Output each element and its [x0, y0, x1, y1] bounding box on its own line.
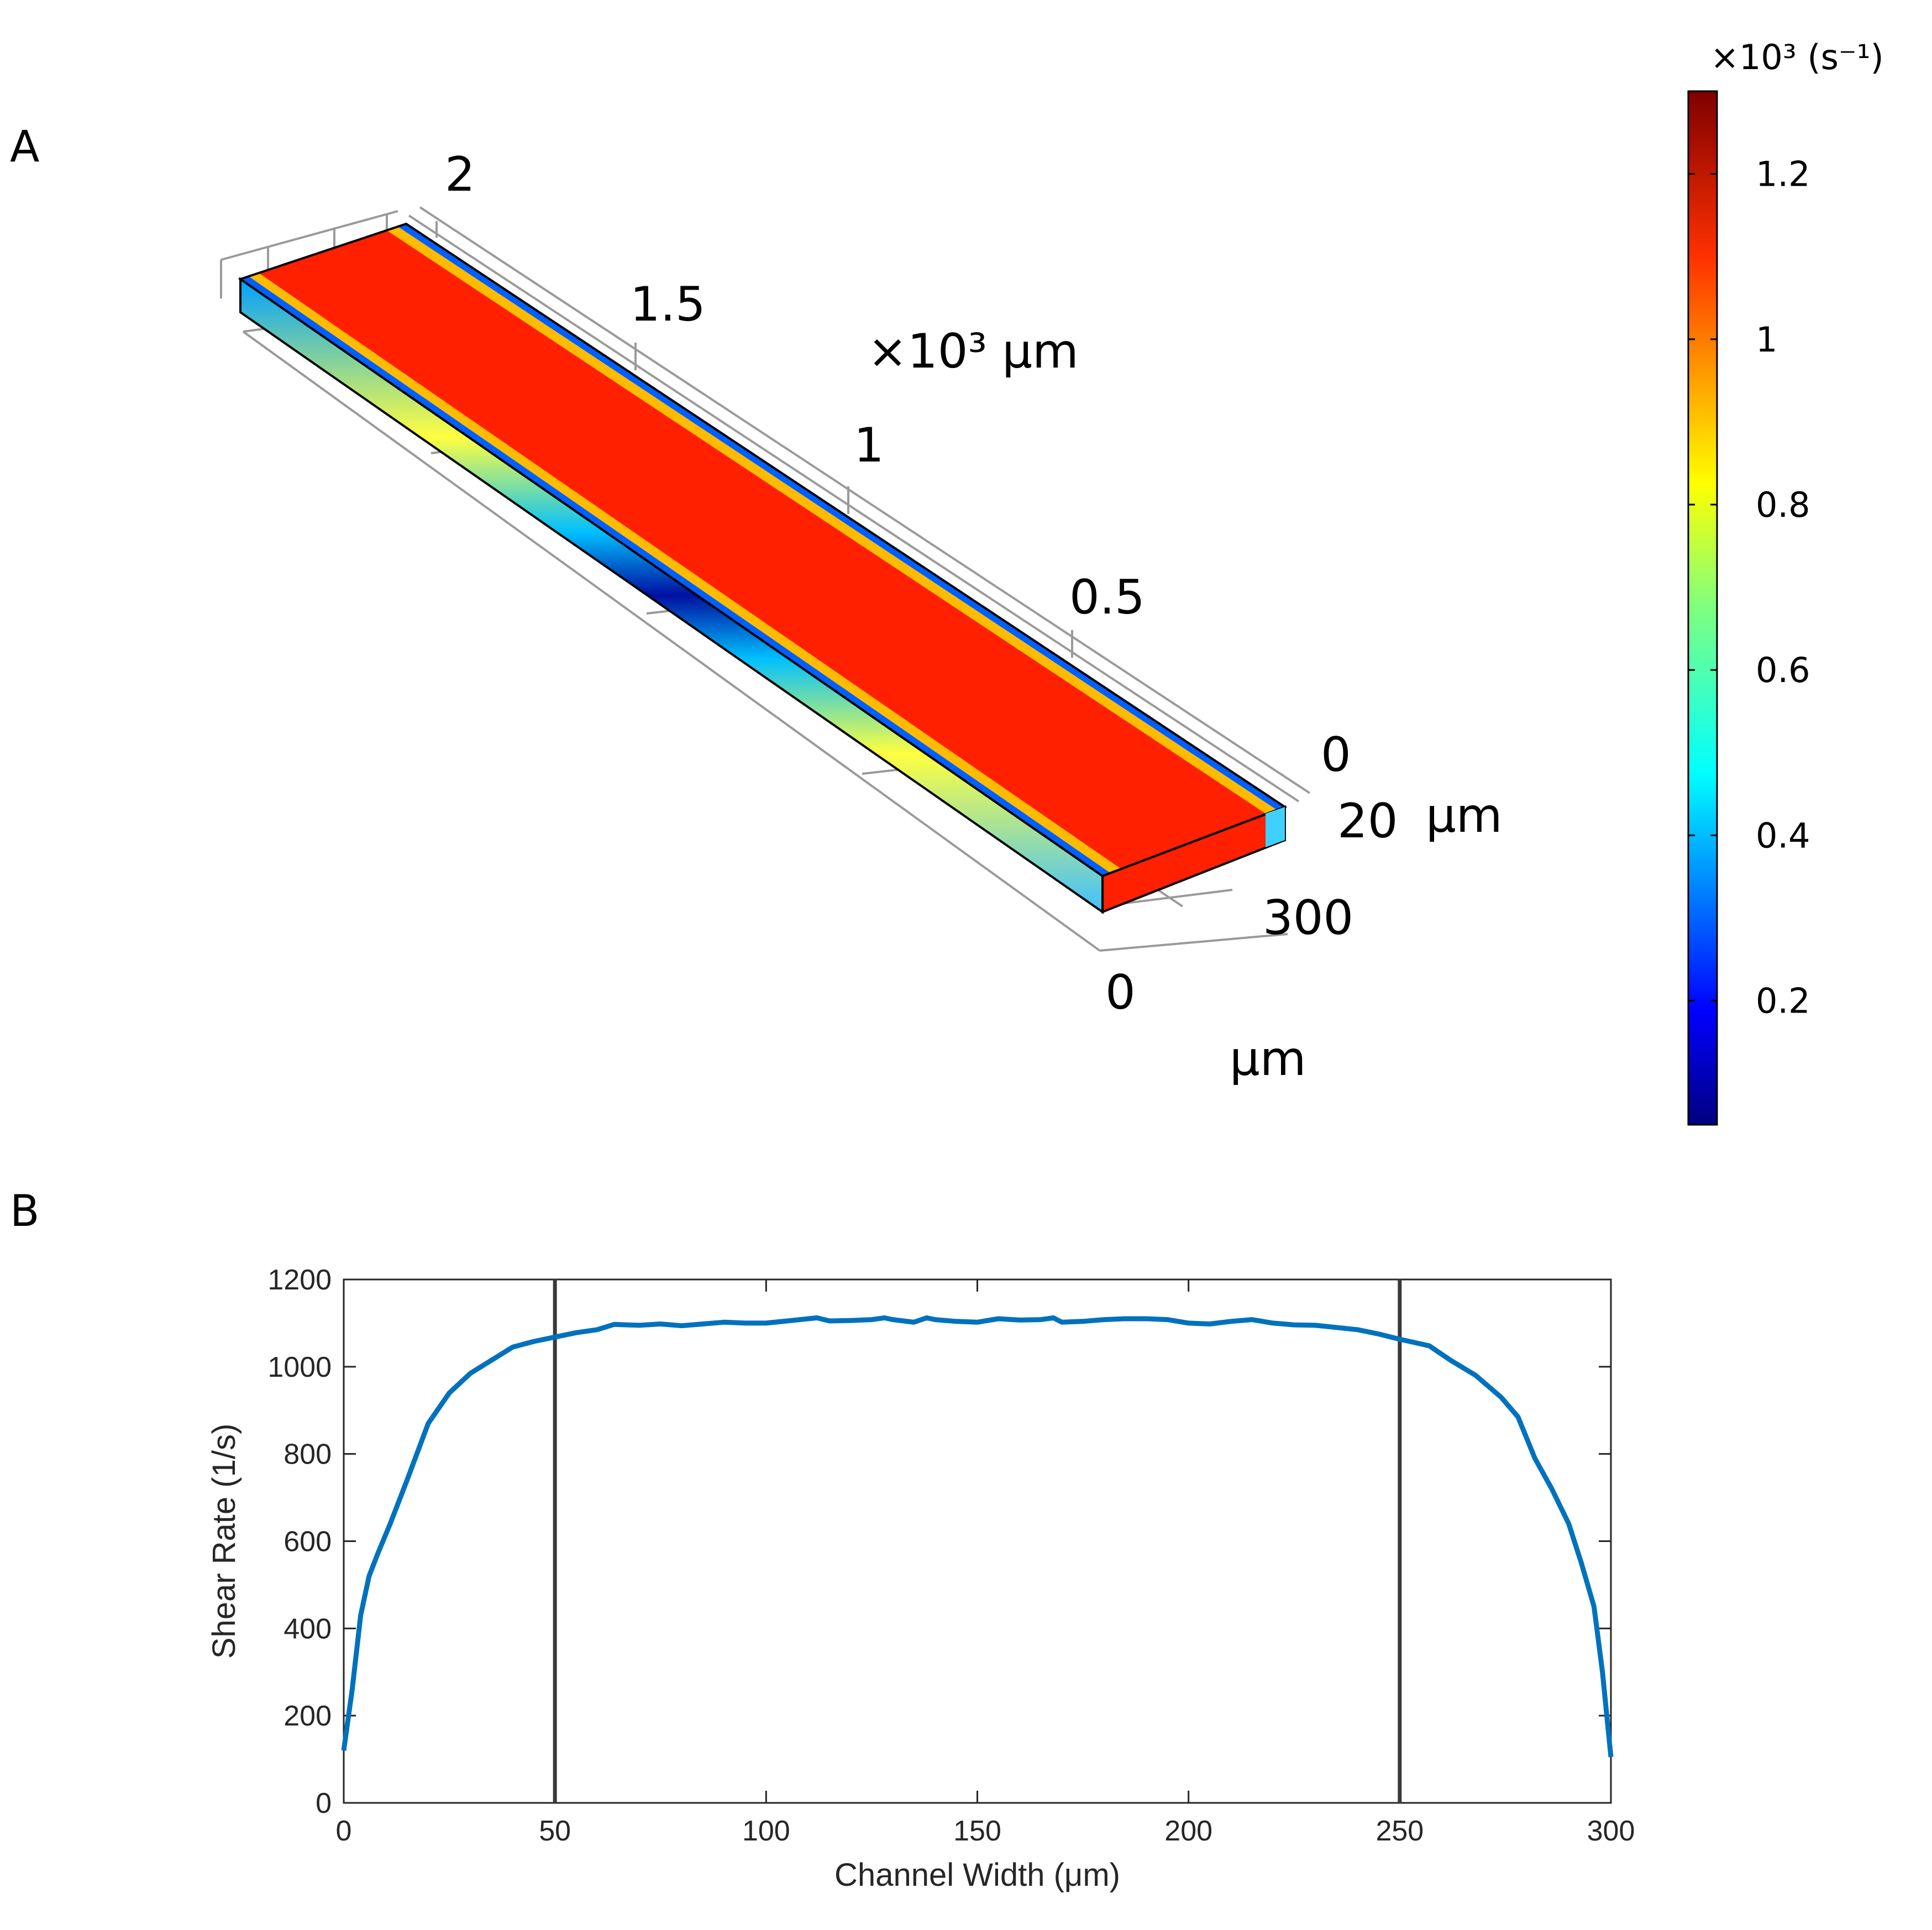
channel-3d-view: 2 1.5 1 0.5 0 ×10³ μm 20 μm 300 0 μm — [220, 147, 1503, 1087]
channel-top-face — [240, 224, 1285, 876]
x-tick-label: 0 — [336, 1815, 352, 1847]
length-axis-unit: ×10³ μm — [868, 324, 1079, 379]
length-tick-1-5: 1.5 — [630, 277, 706, 332]
y-tick-label: 400 — [284, 1613, 332, 1645]
colorbar-tick-label: 0.8 — [1756, 485, 1810, 525]
x-tick-label: 100 — [742, 1815, 790, 1847]
colorbar: ×10³ (s⁻¹) 1.2 1 0.8 0.6 0.4 0.2 — [1687, 37, 1884, 1126]
bounding-box-grid — [220, 206, 1311, 952]
panel-b-label: B — [10, 1187, 40, 1236]
panel-a-label: A — [10, 122, 39, 172]
colorbar-tick-label: 0.2 — [1756, 981, 1810, 1021]
y-tick-label: 200 — [284, 1700, 332, 1732]
length-tick-2: 2 — [445, 147, 475, 202]
y-tick-label: 0 — [316, 1787, 332, 1819]
x-tick-label: 250 — [1376, 1815, 1424, 1847]
colorbar-tick-label: 1.2 — [1756, 154, 1810, 195]
width-tick-300: 300 — [1263, 890, 1353, 946]
y-tick-label: 800 — [284, 1439, 332, 1471]
length-tick-1: 1 — [854, 418, 884, 473]
length-tick-0-5: 0.5 — [1069, 570, 1145, 625]
length-tick-0: 0 — [1321, 727, 1351, 783]
height-tick-20: 20 — [1337, 794, 1398, 849]
width-axis-unit: μm — [1230, 1031, 1306, 1087]
x-tick-label: 150 — [953, 1815, 1001, 1847]
shear-rate-chart: 0 50 100 150 200 250 300 0 200 400 600 800 1000 1200 C… — [206, 1264, 1635, 1893]
width-tick-0: 0 — [1105, 965, 1136, 1020]
x-tick-label: 50 — [539, 1815, 571, 1847]
colorbar-tick-label: 0.4 — [1756, 815, 1810, 856]
y-tick-label: 600 — [284, 1526, 332, 1558]
y-axis-label: Shear Rate (1/s) — [206, 1424, 242, 1659]
height-axis-unit: μm — [1426, 788, 1503, 843]
colorbar-gradient — [1687, 90, 1718, 1126]
shear-rate-series-line — [341, 1315, 1614, 1758]
colorbar-tick-label: 0.6 — [1756, 650, 1810, 690]
plot-area — [343, 1278, 1612, 1804]
x-tick-label: 200 — [1164, 1815, 1212, 1847]
y-tick-label: 1000 — [267, 1351, 332, 1383]
x-axis-label: Channel Width (μm) — [834, 1857, 1120, 1893]
y-tick-label: 1200 — [267, 1264, 332, 1296]
colorbar-tick-label: 1 — [1756, 319, 1777, 360]
colorbar-title: ×10³ (s⁻¹) — [1710, 37, 1884, 77]
x-tick-label: 300 — [1587, 1815, 1635, 1847]
